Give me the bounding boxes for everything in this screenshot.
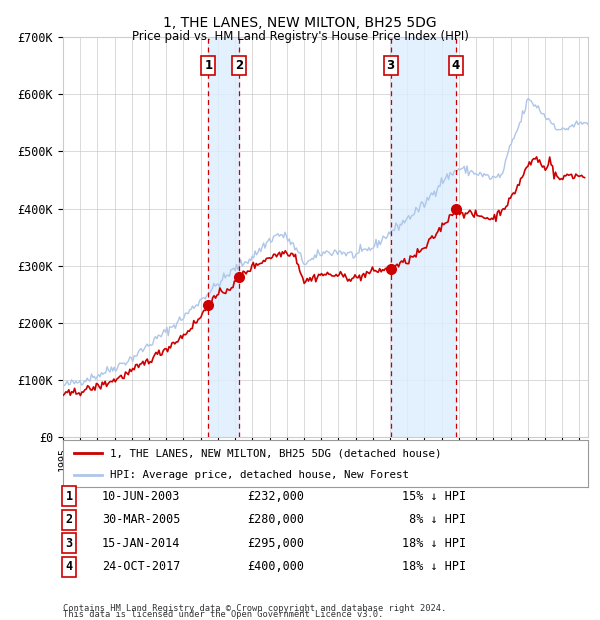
Text: 3: 3 <box>65 537 73 549</box>
Text: £400,000: £400,000 <box>248 560 305 573</box>
Text: Contains HM Land Registry data © Crown copyright and database right 2024.: Contains HM Land Registry data © Crown c… <box>63 603 446 613</box>
Text: £295,000: £295,000 <box>248 537 305 549</box>
Text: 10-JUN-2003: 10-JUN-2003 <box>102 490 180 502</box>
Text: 1: 1 <box>65 490 73 502</box>
Text: 4: 4 <box>452 60 460 73</box>
Text: 1, THE LANES, NEW MILTON, BH25 5DG: 1, THE LANES, NEW MILTON, BH25 5DG <box>163 16 437 30</box>
Text: 4: 4 <box>65 560 73 573</box>
Text: 18% ↓ HPI: 18% ↓ HPI <box>402 537 466 549</box>
Text: 18% ↓ HPI: 18% ↓ HPI <box>402 560 466 573</box>
Text: Price paid vs. HM Land Registry's House Price Index (HPI): Price paid vs. HM Land Registry's House … <box>131 30 469 43</box>
Text: 3: 3 <box>386 60 395 73</box>
Bar <box>208 37 239 437</box>
Text: 30-MAR-2005: 30-MAR-2005 <box>102 513 180 526</box>
Text: 2: 2 <box>235 60 244 73</box>
Bar <box>391 37 455 437</box>
Text: 15-JAN-2014: 15-JAN-2014 <box>102 537 180 549</box>
Text: 24-OCT-2017: 24-OCT-2017 <box>102 560 180 573</box>
Text: HPI: Average price, detached house, New Forest: HPI: Average price, detached house, New … <box>110 470 409 480</box>
Text: £232,000: £232,000 <box>248 490 305 502</box>
Text: 8% ↓ HPI: 8% ↓ HPI <box>402 513 466 526</box>
Text: 2: 2 <box>65 513 73 526</box>
Text: This data is licensed under the Open Government Licence v3.0.: This data is licensed under the Open Gov… <box>63 610 383 619</box>
Text: 1, THE LANES, NEW MILTON, BH25 5DG (detached house): 1, THE LANES, NEW MILTON, BH25 5DG (deta… <box>110 448 442 458</box>
Text: 1: 1 <box>204 60 212 73</box>
Text: 15% ↓ HPI: 15% ↓ HPI <box>402 490 466 502</box>
Text: £280,000: £280,000 <box>248 513 305 526</box>
